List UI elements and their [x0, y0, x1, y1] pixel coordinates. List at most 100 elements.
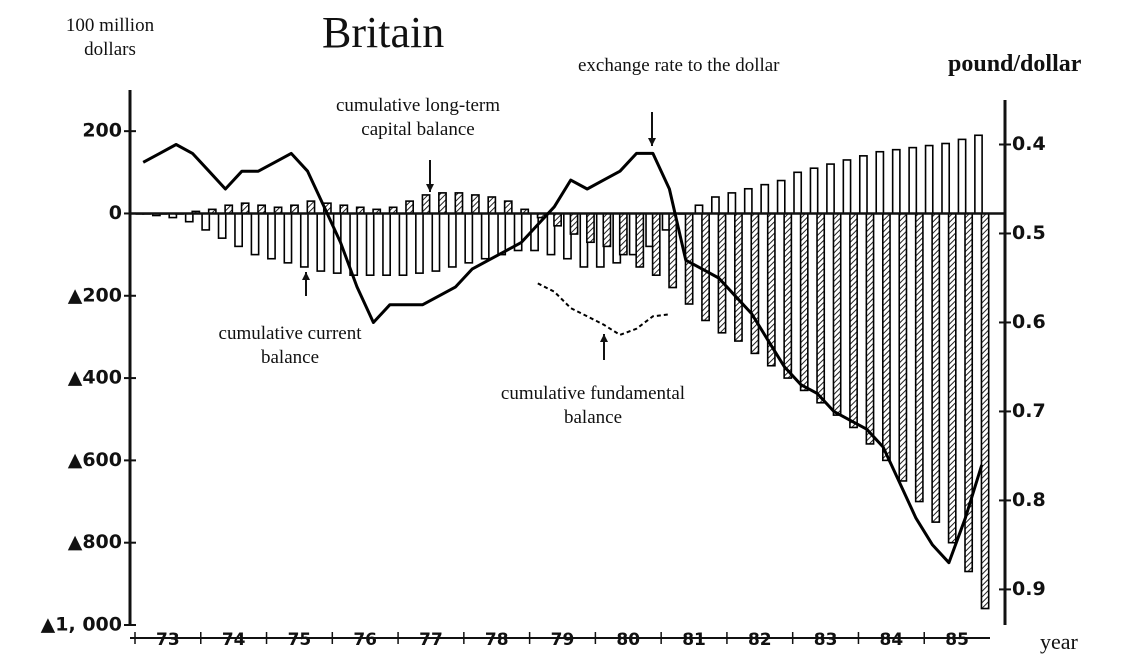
bar: [974, 134, 983, 215]
bar: [793, 171, 803, 215]
bar: [842, 159, 852, 215]
bar: [668, 212, 678, 289]
arrow-head: [648, 138, 656, 146]
x-tick-label: 73: [156, 630, 180, 650]
bar: [858, 155, 868, 215]
chart-title: Britain: [322, 8, 445, 57]
y-tick-label: 200: [82, 120, 122, 142]
line: [537, 282, 670, 336]
arrow-head: [600, 334, 608, 342]
x-tick-label: 78: [485, 630, 509, 650]
bar: [734, 212, 743, 342]
bar: [898, 212, 908, 482]
bar: [234, 212, 244, 248]
y-tick-label: ▲400: [68, 367, 122, 389]
y2-tick-label: 0.6: [1012, 311, 1046, 333]
y2-tick-label: 0.4: [1012, 133, 1046, 155]
bar: [487, 196, 497, 215]
bar: [743, 187, 753, 215]
bar: [875, 150, 885, 215]
y2-tick-label: 0.8: [1012, 489, 1046, 511]
bar: [980, 212, 990, 610]
bar: [283, 212, 293, 264]
bar: [651, 212, 661, 276]
bar: [908, 146, 918, 215]
bar: [865, 212, 875, 445]
bar: [710, 196, 720, 215]
bar: [635, 212, 645, 268]
bar: [365, 212, 375, 276]
bar: [760, 183, 770, 215]
bar: [267, 212, 276, 260]
y-tick-label: ▲200: [68, 284, 122, 306]
bar: [569, 212, 579, 235]
bar: [405, 200, 415, 215]
bar: [240, 202, 250, 215]
x-tick-label: 74: [222, 630, 246, 650]
bar: [470, 194, 480, 215]
bar: [947, 212, 957, 544]
x-tick-label: 75: [288, 630, 312, 650]
x-tick-label: 77: [419, 630, 443, 650]
bar: [250, 212, 260, 256]
y-axis-label: 100 million dollars: [65, 15, 155, 60]
bar: [586, 212, 595, 244]
bar: [776, 179, 786, 215]
y2-tick-label: 0.9: [1012, 578, 1046, 600]
bar: [799, 212, 809, 392]
bar: [415, 212, 424, 274]
bar: [881, 212, 891, 462]
annotation: cumulative long-term capital balance: [335, 95, 501, 140]
bar: [454, 192, 464, 215]
bar: [941, 142, 951, 215]
bar: [891, 148, 901, 215]
y2-tick-label: 0.5: [1012, 222, 1046, 244]
y-tick-label: ▲1, 000: [41, 614, 122, 636]
bar: [849, 212, 858, 429]
x-tick-label: 81: [682, 630, 706, 650]
line: [142, 143, 984, 565]
y2-axis-label: pound/dollar: [948, 51, 1082, 77]
x-tick-label: 76: [353, 630, 377, 650]
bar: [957, 138, 967, 215]
bar: [421, 194, 431, 215]
bar: [553, 212, 562, 227]
y2-tick-label: 0.7: [1012, 400, 1046, 422]
bar: [217, 212, 227, 239]
arrow-head: [426, 184, 434, 192]
x-tick-label: 82: [748, 630, 772, 650]
bar: [816, 212, 826, 404]
bar: [750, 212, 760, 355]
x-tick-label: 85: [945, 630, 969, 650]
bar: [480, 212, 490, 260]
arrow-head: [302, 272, 310, 280]
bar: [727, 192, 737, 215]
bar: [497, 212, 507, 256]
bar: [618, 212, 628, 256]
x-tick-label: 84: [880, 630, 904, 650]
bar: [783, 212, 793, 379]
annotation: exchange rate to the dollar: [578, 55, 780, 76]
bar: [503, 200, 513, 215]
bar: [316, 212, 326, 272]
bar: [431, 212, 441, 272]
bar: [306, 200, 316, 215]
y-tick-label: 0: [109, 202, 122, 224]
bar: [349, 212, 359, 276]
bar: [826, 163, 835, 215]
bar: [924, 144, 934, 215]
bar: [914, 212, 924, 503]
x-tick-label: 79: [551, 630, 575, 650]
bar: [201, 212, 211, 231]
x-axis-label: year: [1040, 629, 1078, 654]
bar: [602, 212, 612, 248]
y-tick-label: ▲800: [68, 531, 122, 553]
bar: [447, 212, 457, 268]
x-tick-label: 80: [616, 630, 640, 650]
bar: [299, 212, 309, 268]
bar: [717, 212, 727, 334]
x-tick-label: 83: [814, 630, 838, 650]
annotation: cumulative fundamental balance: [500, 383, 686, 428]
